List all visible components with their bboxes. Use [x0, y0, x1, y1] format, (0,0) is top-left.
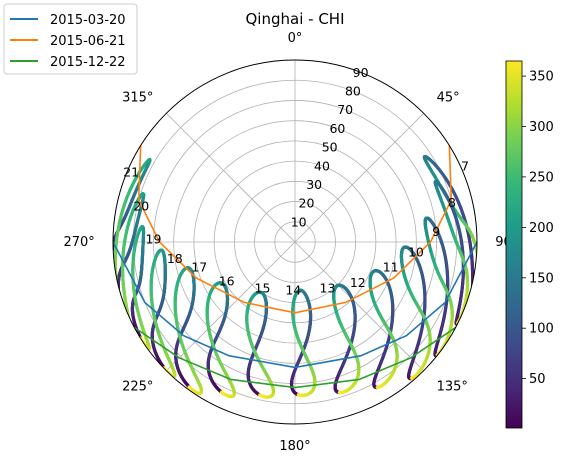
- analemma-hour-11: [399, 245, 432, 381]
- analemma-hour-14: [289, 288, 317, 398]
- data-layer: [113, 145, 477, 399]
- analemma-hour-17: [173, 266, 204, 395]
- analemma-hour-12: [368, 269, 399, 390]
- angular-gridline-135: [294, 241, 424, 371]
- angular-gridline-45: [294, 113, 424, 243]
- angular-gridline-225: [166, 241, 296, 371]
- analemma-hour-13: [332, 283, 361, 395]
- chart-title: Qinghai - CHI: [246, 10, 345, 28]
- angular-gridline-315: [166, 113, 296, 243]
